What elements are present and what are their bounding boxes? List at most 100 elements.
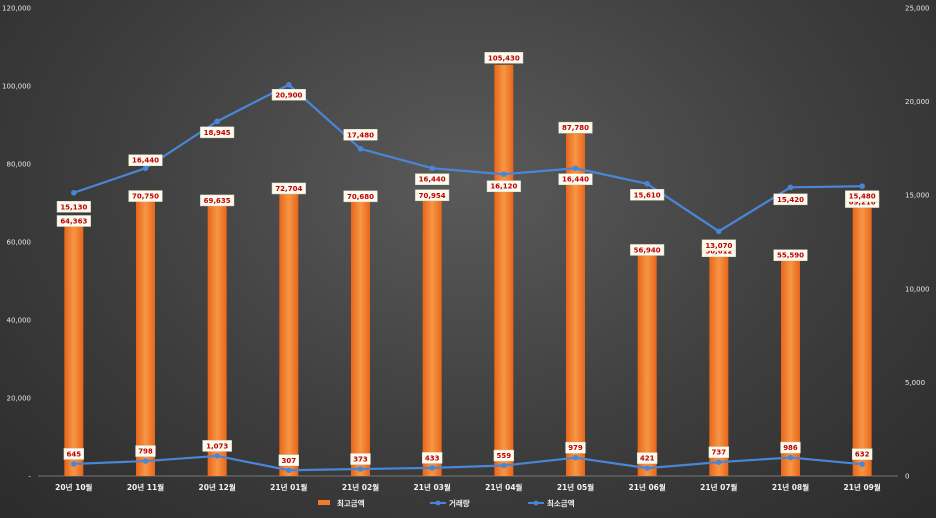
point-최소금액 xyxy=(429,165,435,172)
point-거래량 xyxy=(716,459,722,466)
min-data-label: 16,440 xyxy=(419,176,446,184)
x-tick-label: 21년 09월 xyxy=(844,482,881,492)
volume-data-label-box xyxy=(852,448,873,460)
min-data-label-box xyxy=(128,154,163,166)
min-data-label: 20,900 xyxy=(275,91,302,99)
volume-data-label-box xyxy=(780,441,801,454)
min-data-label-box xyxy=(200,126,235,139)
x-tick-label: 21년 04월 xyxy=(485,482,522,492)
bar-data-label-box xyxy=(343,190,378,203)
volume-data-label-box xyxy=(565,441,586,454)
y-left-tick-label: 20,000 xyxy=(7,395,32,403)
volume-data-label-box xyxy=(422,452,443,464)
min-data-label-box xyxy=(845,190,880,202)
point-거래량 xyxy=(644,465,650,471)
bar-data-label: 69,635 xyxy=(204,197,231,205)
y-right-tick-label: 25,000 xyxy=(905,5,930,13)
min-data-label-box xyxy=(415,173,450,185)
bar-data-label: 87,780 xyxy=(562,124,589,132)
line-최소금액 xyxy=(73,83,863,233)
min-data-label: 16,440 xyxy=(132,157,159,165)
y-left-tick-label: - xyxy=(28,473,31,481)
bar-data-label: 70,750 xyxy=(132,193,159,201)
x-tick-label: 21년 06월 xyxy=(629,482,666,492)
point-거래량 xyxy=(286,467,292,474)
legend-swatch-bar xyxy=(318,500,330,505)
bar-data-label-box xyxy=(200,194,235,207)
min-data-label-box xyxy=(773,193,808,206)
bar-data-label: 56,940 xyxy=(634,246,661,254)
bar-최고금액 xyxy=(136,200,155,476)
volume-data-label: 798 xyxy=(138,448,153,456)
point-거래량 xyxy=(142,458,149,464)
volume-data-label-box xyxy=(350,453,371,465)
volume-data-label-box xyxy=(278,454,299,467)
volume-data-label: 373 xyxy=(353,456,368,464)
volume-data-label: 433 xyxy=(425,454,440,462)
bar-최고금액 xyxy=(566,133,585,476)
bar-data-label-box xyxy=(56,215,91,227)
x-tick-label: 21년 03월 xyxy=(414,482,451,492)
volume-data-label: 986 xyxy=(783,444,798,452)
volume-data-label-box xyxy=(493,449,514,462)
bar-data-label-box xyxy=(128,190,163,202)
min-data-label-box xyxy=(701,239,736,252)
bar-data-label-box xyxy=(484,52,524,64)
bar-data-label: 69,216 xyxy=(849,199,876,207)
x-tick-label: 20년 10월 xyxy=(55,482,92,492)
bar-최고금액 xyxy=(494,64,514,476)
min-data-label: 15,610 xyxy=(634,191,661,199)
legend-label: 최고금액 xyxy=(337,498,365,508)
bar-최고금액 xyxy=(422,199,442,476)
bar-data-label-box xyxy=(773,249,808,261)
min-data-label-box xyxy=(271,89,306,101)
point-최소금액 xyxy=(71,189,77,196)
min-data-label: 16,440 xyxy=(562,176,589,184)
point-최소금액 xyxy=(859,183,865,190)
volume-data-label-box xyxy=(637,452,658,464)
bar-최고금액 xyxy=(709,255,729,476)
volume-data-label-box xyxy=(135,445,156,457)
y-left-tick-label: 120,000 xyxy=(2,5,31,13)
bar-최고금액 xyxy=(279,192,299,476)
y-right-tick-label: 5,000 xyxy=(905,379,925,387)
bar-data-label: 105,430 xyxy=(488,54,520,62)
point-거래량 xyxy=(572,454,579,461)
bar-data-label-box xyxy=(630,244,665,256)
legend-label: 거래량 xyxy=(449,498,470,508)
volume-data-label: 559 xyxy=(497,452,512,460)
volume-data-label: 737 xyxy=(712,449,727,457)
min-data-label-box xyxy=(558,173,593,185)
point-최소금액 xyxy=(142,165,149,172)
volume-data-label: 632 xyxy=(855,451,870,459)
bar-data-label: 70,954 xyxy=(419,192,446,200)
point-거래량 xyxy=(357,466,364,472)
min-data-label: 17,480 xyxy=(347,131,374,139)
legend-swatch-marker xyxy=(435,500,441,506)
volume-data-label-box xyxy=(63,448,84,460)
y-right-tick-label: 20,000 xyxy=(905,98,930,106)
bar-최고금액 xyxy=(207,204,227,476)
bar-data-label: 64,363 xyxy=(60,217,87,225)
bar-최고금액 xyxy=(64,224,84,476)
volume-data-label: 645 xyxy=(67,450,82,458)
bar-data-label-box xyxy=(271,182,306,195)
y-right-tick-label: 15,000 xyxy=(905,192,930,200)
point-최소금액 xyxy=(572,165,579,172)
min-data-label-box xyxy=(486,180,521,192)
min-data-label-box xyxy=(630,189,665,201)
volume-data-label-box xyxy=(708,446,729,458)
point-거래량 xyxy=(71,461,77,467)
bar-data-label-box xyxy=(415,189,450,202)
x-tick-label: 21년 08월 xyxy=(772,482,809,492)
y-left-tick-label: 60,000 xyxy=(7,239,32,247)
volume-data-label: 307 xyxy=(282,457,297,465)
y-right-tick-label: 10,000 xyxy=(905,285,930,293)
min-data-label: 15,420 xyxy=(777,196,804,204)
bar-data-label-box xyxy=(558,121,593,134)
bar-최고금액 xyxy=(351,200,370,476)
point-최소금액 xyxy=(214,118,220,125)
point-최소금액 xyxy=(501,171,507,178)
x-tick-label: 20년 11월 xyxy=(127,482,164,492)
